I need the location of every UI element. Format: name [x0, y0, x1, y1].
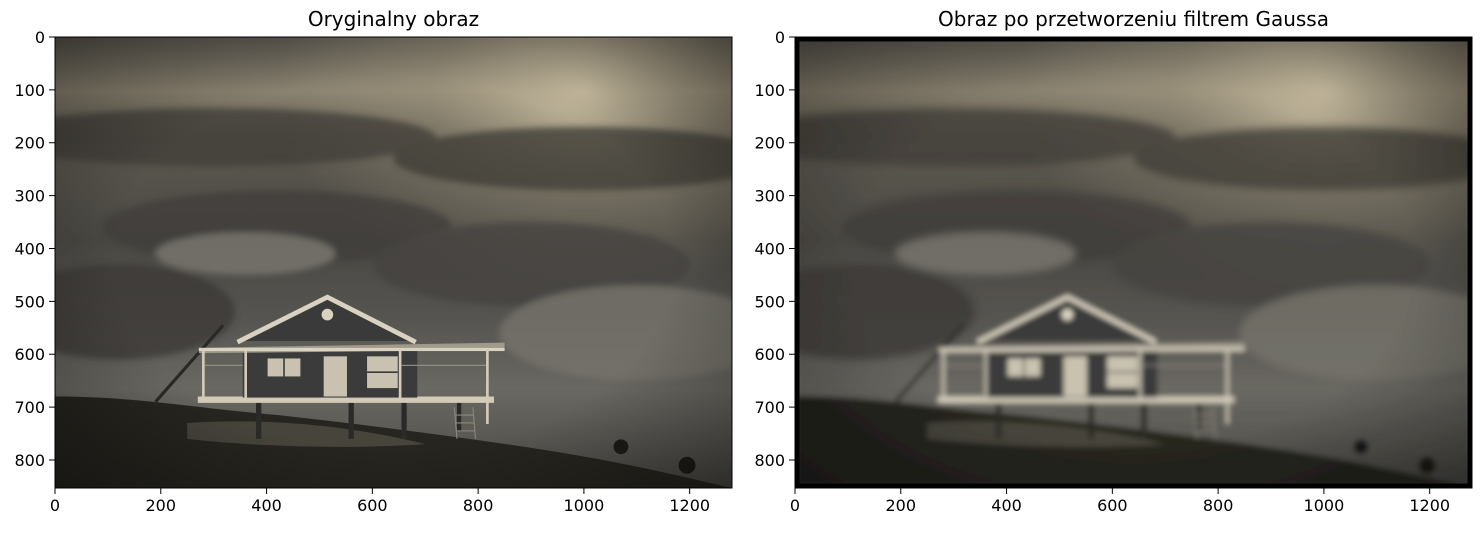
y-tick-label: 400	[754, 239, 785, 258]
x-tick-label: 200	[146, 496, 177, 515]
x-tick-label: 800	[1203, 496, 1234, 515]
y-tick-label: 400	[14, 239, 45, 258]
x-tick-label: 1200	[669, 496, 710, 515]
axes-frame-gaussian	[794, 36, 1473, 489]
ticks-original: 0 200 400 600 800 1000 1200 0 100 200 300 400 500 600…	[14, 28, 710, 515]
y-tick-label: 800	[14, 451, 45, 470]
x-tick-label: 1200	[1409, 496, 1450, 515]
x-tick-label: 0	[790, 496, 800, 515]
y-tick-label: 600	[754, 345, 785, 364]
x-tick-label: 400	[251, 496, 282, 515]
x-tick-label: 1000	[564, 496, 605, 515]
axes-frame-original	[54, 36, 733, 489]
y-tick-label: 100	[14, 81, 45, 100]
ticks-gaussian: 0 200 400 600 800 1000 1200 0 100 200 300 400 500 600…	[754, 28, 1450, 515]
y-tick-label: 500	[754, 292, 785, 311]
x-tick-label: 400	[991, 496, 1022, 515]
photo-original	[0, 37, 774, 488]
y-tick-label: 800	[754, 451, 785, 470]
y-tick-label: 600	[14, 345, 45, 364]
x-tick-label: 800	[463, 496, 494, 515]
y-tick-label: 300	[754, 187, 785, 206]
x-tick-label: 0	[50, 496, 60, 515]
y-tick-label: 700	[14, 398, 45, 417]
x-tick-label: 600	[357, 496, 388, 515]
panel-original-title: Oryginalny obraz	[308, 7, 479, 31]
y-tick-label: 100	[754, 81, 785, 100]
y-tick-label: 500	[14, 292, 45, 311]
x-tick-label: 200	[886, 496, 917, 515]
x-tick-label: 1000	[1304, 496, 1345, 515]
x-tick-label: 600	[1097, 496, 1128, 515]
y-tick-label: 200	[754, 134, 785, 153]
y-tick-label: 0	[35, 28, 45, 47]
photo-gaussian	[732, 37, 1481, 488]
y-tick-label: 700	[754, 398, 785, 417]
y-tick-label: 300	[14, 187, 45, 206]
panel-original: Oryginalny obraz 0 200 400 600 800 1000 1200 0 1…	[0, 7, 774, 515]
y-tick-label: 0	[775, 28, 785, 47]
panel-gaussian-title: Obraz po przetworzeniu filtrem Gaussa	[938, 7, 1329, 31]
blur-border-gaussian	[794, 36, 1473, 489]
y-tick-label: 200	[14, 134, 45, 153]
panel-gaussian: Obraz po przetworzeniu filtrem Gaussa 0 2…	[732, 7, 1481, 515]
